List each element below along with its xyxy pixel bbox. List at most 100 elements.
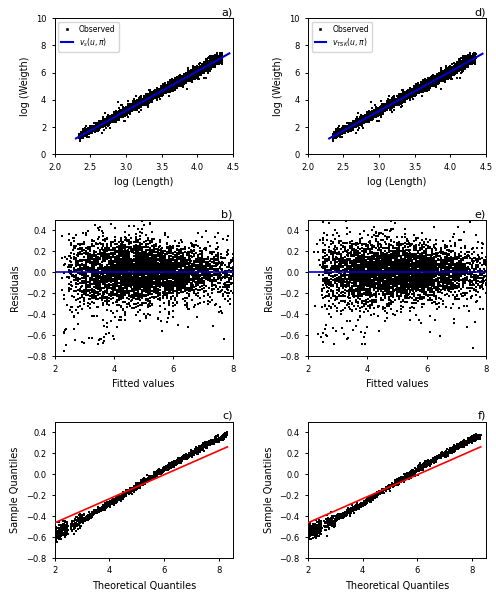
Point — [104, 498, 112, 508]
Point — [103, 118, 111, 128]
Point — [471, 50, 479, 60]
Point — [191, 67, 199, 76]
Point — [90, 123, 98, 133]
Point — [125, 263, 133, 273]
Point — [175, 74, 183, 83]
Point — [404, 263, 412, 273]
Point — [202, 274, 210, 283]
Point — [414, 85, 422, 94]
Point — [383, 280, 391, 289]
Point — [341, 127, 349, 137]
Point — [399, 278, 407, 287]
Point — [381, 253, 389, 262]
Point — [94, 118, 102, 127]
Point — [53, 530, 61, 540]
Point — [346, 271, 354, 281]
Point — [139, 96, 147, 106]
Point — [124, 106, 132, 115]
Point — [196, 64, 204, 73]
Point — [136, 290, 144, 299]
Point — [140, 260, 148, 270]
Point — [392, 97, 400, 107]
Point — [117, 110, 125, 119]
Point — [171, 275, 179, 285]
Point — [138, 292, 146, 301]
Point — [168, 80, 176, 89]
Point — [99, 263, 107, 272]
Point — [420, 264, 428, 274]
Point — [112, 113, 120, 122]
Point — [359, 499, 367, 509]
Point — [169, 286, 177, 295]
Point — [363, 114, 371, 124]
Point — [218, 49, 226, 58]
Point — [383, 299, 391, 309]
Point — [379, 103, 387, 113]
Point — [161, 263, 169, 273]
Point — [219, 434, 227, 443]
Point — [74, 520, 82, 530]
Point — [399, 92, 407, 102]
Point — [371, 109, 378, 118]
Point — [198, 60, 206, 70]
Point — [118, 258, 125, 268]
Point — [217, 271, 225, 280]
Point — [438, 275, 446, 285]
Point — [408, 466, 416, 475]
Point — [381, 103, 389, 113]
Point — [441, 67, 449, 76]
Point — [76, 515, 84, 524]
Point — [108, 115, 116, 124]
Point — [321, 248, 329, 258]
Point — [148, 92, 156, 102]
Point — [346, 256, 354, 265]
Point — [470, 52, 478, 62]
Point — [399, 273, 407, 283]
Point — [439, 68, 447, 77]
Point — [419, 82, 427, 92]
Point — [142, 280, 150, 290]
Point — [416, 263, 424, 273]
Point — [416, 238, 424, 248]
Point — [182, 74, 190, 83]
Point — [395, 475, 403, 485]
Point — [362, 274, 370, 283]
Point — [88, 127, 96, 136]
Point — [223, 235, 231, 244]
Point — [364, 241, 372, 251]
Point — [318, 284, 326, 293]
Point — [155, 87, 163, 97]
Point — [453, 60, 461, 70]
Point — [155, 85, 163, 95]
Point — [144, 102, 152, 112]
Point — [193, 73, 201, 83]
Point — [388, 100, 396, 109]
Point — [124, 242, 131, 252]
Point — [435, 75, 443, 85]
Point — [157, 85, 165, 95]
Point — [169, 80, 177, 89]
Point — [162, 82, 170, 92]
Point — [389, 267, 397, 277]
Point — [343, 122, 351, 132]
Point — [119, 490, 127, 499]
Point — [168, 86, 176, 95]
Point — [383, 264, 391, 274]
Point — [101, 256, 109, 266]
Point — [186, 74, 194, 84]
Point — [104, 117, 112, 127]
Point — [434, 73, 441, 83]
Point — [386, 100, 394, 110]
Point — [474, 260, 482, 269]
Point — [406, 274, 414, 283]
Point — [464, 54, 472, 64]
Point — [177, 72, 185, 82]
Point — [446, 448, 454, 457]
Point — [124, 112, 131, 122]
Point — [480, 260, 488, 269]
Point — [204, 59, 212, 69]
Point — [442, 67, 450, 77]
Point — [202, 265, 210, 274]
Point — [395, 94, 403, 104]
Point — [139, 94, 147, 104]
